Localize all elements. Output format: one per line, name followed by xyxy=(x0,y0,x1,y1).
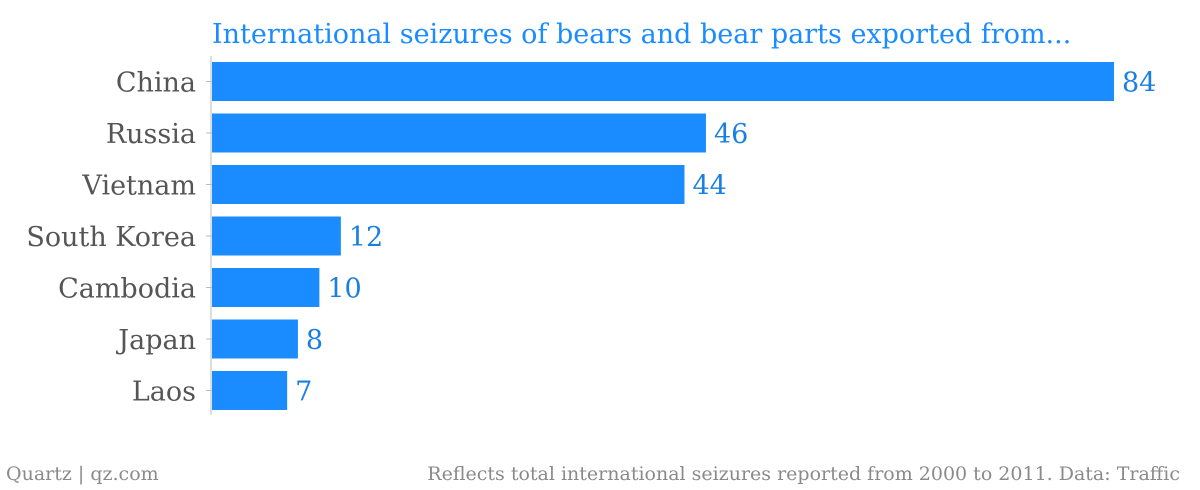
bar-russia xyxy=(212,113,706,153)
bar-vietnam xyxy=(212,165,685,204)
category-label-china: China xyxy=(116,68,196,99)
bar-south-korea xyxy=(212,216,341,256)
value-label-south-korea: 12 xyxy=(349,222,383,253)
category-label-south-korea: South Korea xyxy=(26,222,196,253)
category-label-japan: Japan xyxy=(115,325,196,356)
category-label-laos: Laos xyxy=(132,377,196,408)
category-label-russia: Russia xyxy=(106,119,196,150)
value-label-russia: 46 xyxy=(714,119,748,150)
value-label-cambodia: 10 xyxy=(327,274,361,305)
footer-note: Reflects total international seizures re… xyxy=(427,463,1180,485)
bar-laos xyxy=(212,371,288,410)
value-label-laos: 7 xyxy=(295,377,312,408)
bar-china xyxy=(212,62,1114,101)
value-label-vietnam: 44 xyxy=(692,171,726,202)
category-label-cambodia: Cambodia xyxy=(58,274,196,305)
bar-cambodia xyxy=(212,268,320,307)
bars-group: China 84 Russia 46 Vietnam 44 South Korea 12 Cam… xyxy=(26,62,1156,410)
chart-title: International seizures of bears and bear… xyxy=(212,19,1071,50)
value-label-japan: 8 xyxy=(306,325,323,356)
bar-japan xyxy=(212,319,298,359)
category-label-vietnam: Vietnam xyxy=(81,171,196,202)
footer-source: Quartz | qz.com xyxy=(6,463,159,485)
value-label-china: 84 xyxy=(1122,68,1156,99)
